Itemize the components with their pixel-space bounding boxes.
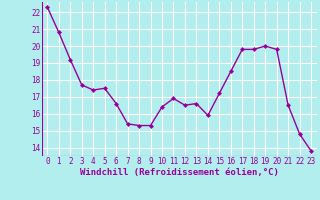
X-axis label: Windchill (Refroidissement éolien,°C): Windchill (Refroidissement éolien,°C) <box>80 168 279 177</box>
